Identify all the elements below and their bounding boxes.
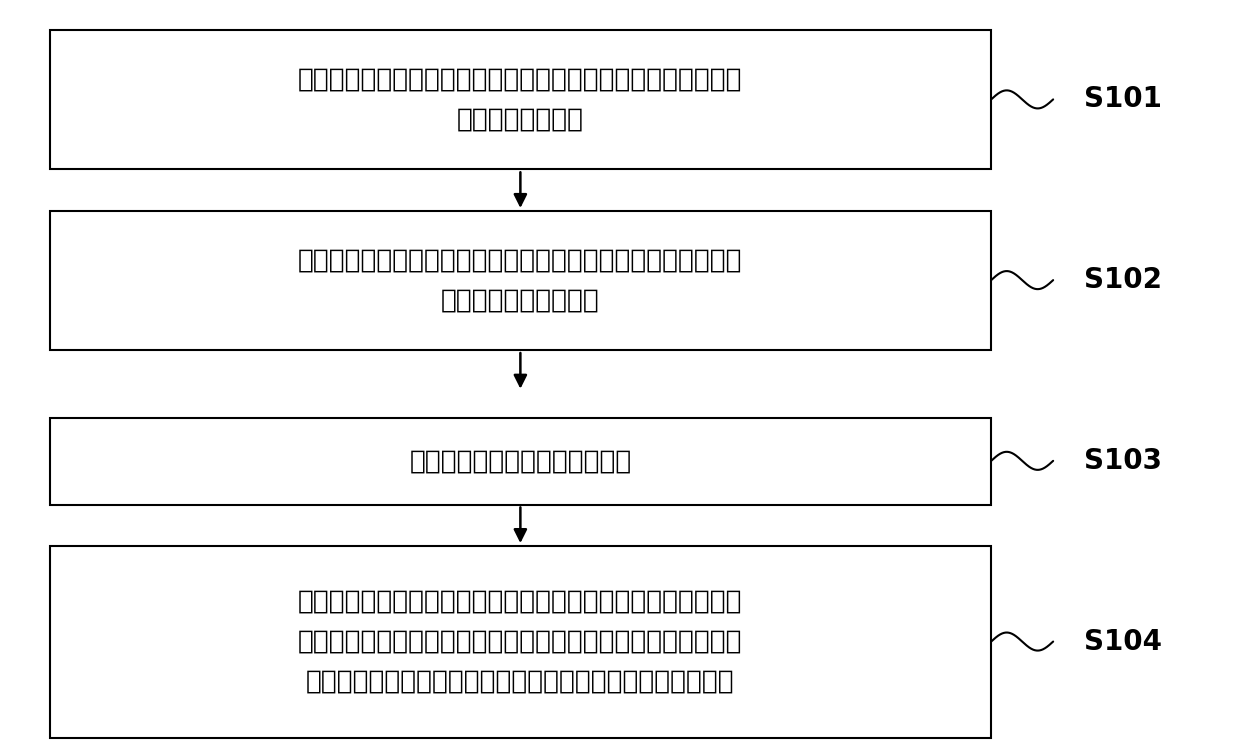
FancyBboxPatch shape	[50, 30, 991, 169]
FancyBboxPatch shape	[50, 546, 991, 738]
FancyBboxPatch shape	[50, 211, 991, 350]
Text: 根据给定配比曲线中每时基对应的给定三氯氢硅流量与实际氢气
流量的配比值以及该时基对应的实际氢气流量得到每时基对应的
给定三氯氢硅进料值，并输出每时基对应的给定三: 根据给定配比曲线中每时基对应的给定三氯氢硅流量与实际氢气 流量的配比值以及该时基…	[299, 589, 742, 695]
Text: S101: S101	[1084, 85, 1162, 114]
Text: S103: S103	[1084, 447, 1162, 475]
Text: 预设给定配比曲线，其中包括每时基对应的给定三氯氢硅流量与
实际氢气流量的配比值: 预设给定配比曲线，其中包括每时基对应的给定三氯氢硅流量与 实际氢气流量的配比值	[299, 248, 742, 313]
Text: S104: S104	[1084, 627, 1162, 656]
Text: 测量每时基对应的实际氢气流量: 测量每时基对应的实际氢气流量	[409, 448, 632, 474]
Text: 预设给定氢气进料曲线，并按照给定氢气进料曲线输出每时基对
应的给定氢气流量: 预设给定氢气进料曲线，并按照给定氢气进料曲线输出每时基对 应的给定氢气流量	[299, 67, 742, 133]
FancyBboxPatch shape	[50, 418, 991, 505]
Text: S102: S102	[1084, 266, 1162, 294]
